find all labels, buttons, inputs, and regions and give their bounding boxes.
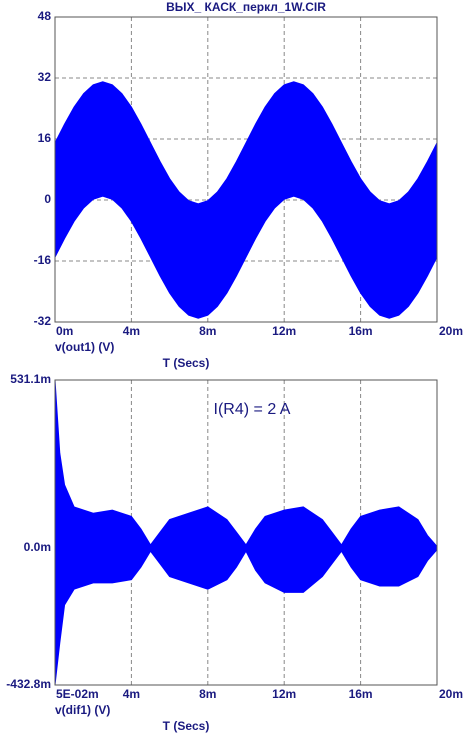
x-tick-label: 4m — [123, 324, 140, 338]
y-tick-label: -32 — [34, 314, 52, 328]
annotation: I(R4) = 2 A — [214, 401, 291, 418]
legend-label: v(dif1) (V) — [55, 703, 110, 717]
plot-border — [54, 16, 438, 323]
y-tick-label: 16 — [38, 131, 52, 145]
y-tick-label: 0.0m — [24, 540, 51, 554]
y-tick-label: -16 — [34, 253, 52, 267]
x-tick-label: 12m — [272, 687, 296, 701]
band-area — [54, 379, 438, 686]
y-tick-label: 0 — [44, 192, 51, 206]
legend-label: v(out1) (V) — [55, 340, 114, 354]
y-tick-label: 48 — [38, 9, 52, 23]
y-tick-label: 531.1m — [10, 372, 51, 386]
x-tick-label: 8m — [199, 324, 216, 338]
x-tick-label: 5E-02m — [56, 687, 99, 701]
plot-border — [54, 379, 438, 686]
x-tick-label: 20m — [439, 324, 463, 338]
x-tick-label: 20m — [439, 687, 463, 701]
x-tick-label: 12m — [272, 324, 296, 338]
x-tick-label: 16m — [349, 687, 373, 701]
x-tick-label: 8m — [199, 687, 216, 701]
x-tick-label: 0m — [56, 324, 73, 338]
y-tick-label: 32 — [38, 70, 52, 84]
x-tick-label: 4m — [123, 687, 140, 701]
chart-title: ВЫХ_ КАСК_перкл_1W.CIR — [166, 0, 326, 14]
x-tick-label: 16m — [349, 324, 373, 338]
x-axis-label: T (Secs) — [163, 719, 210, 733]
x-axis-label: T (Secs) — [163, 356, 210, 370]
y-tick-label: -432.8m — [6, 677, 51, 691]
